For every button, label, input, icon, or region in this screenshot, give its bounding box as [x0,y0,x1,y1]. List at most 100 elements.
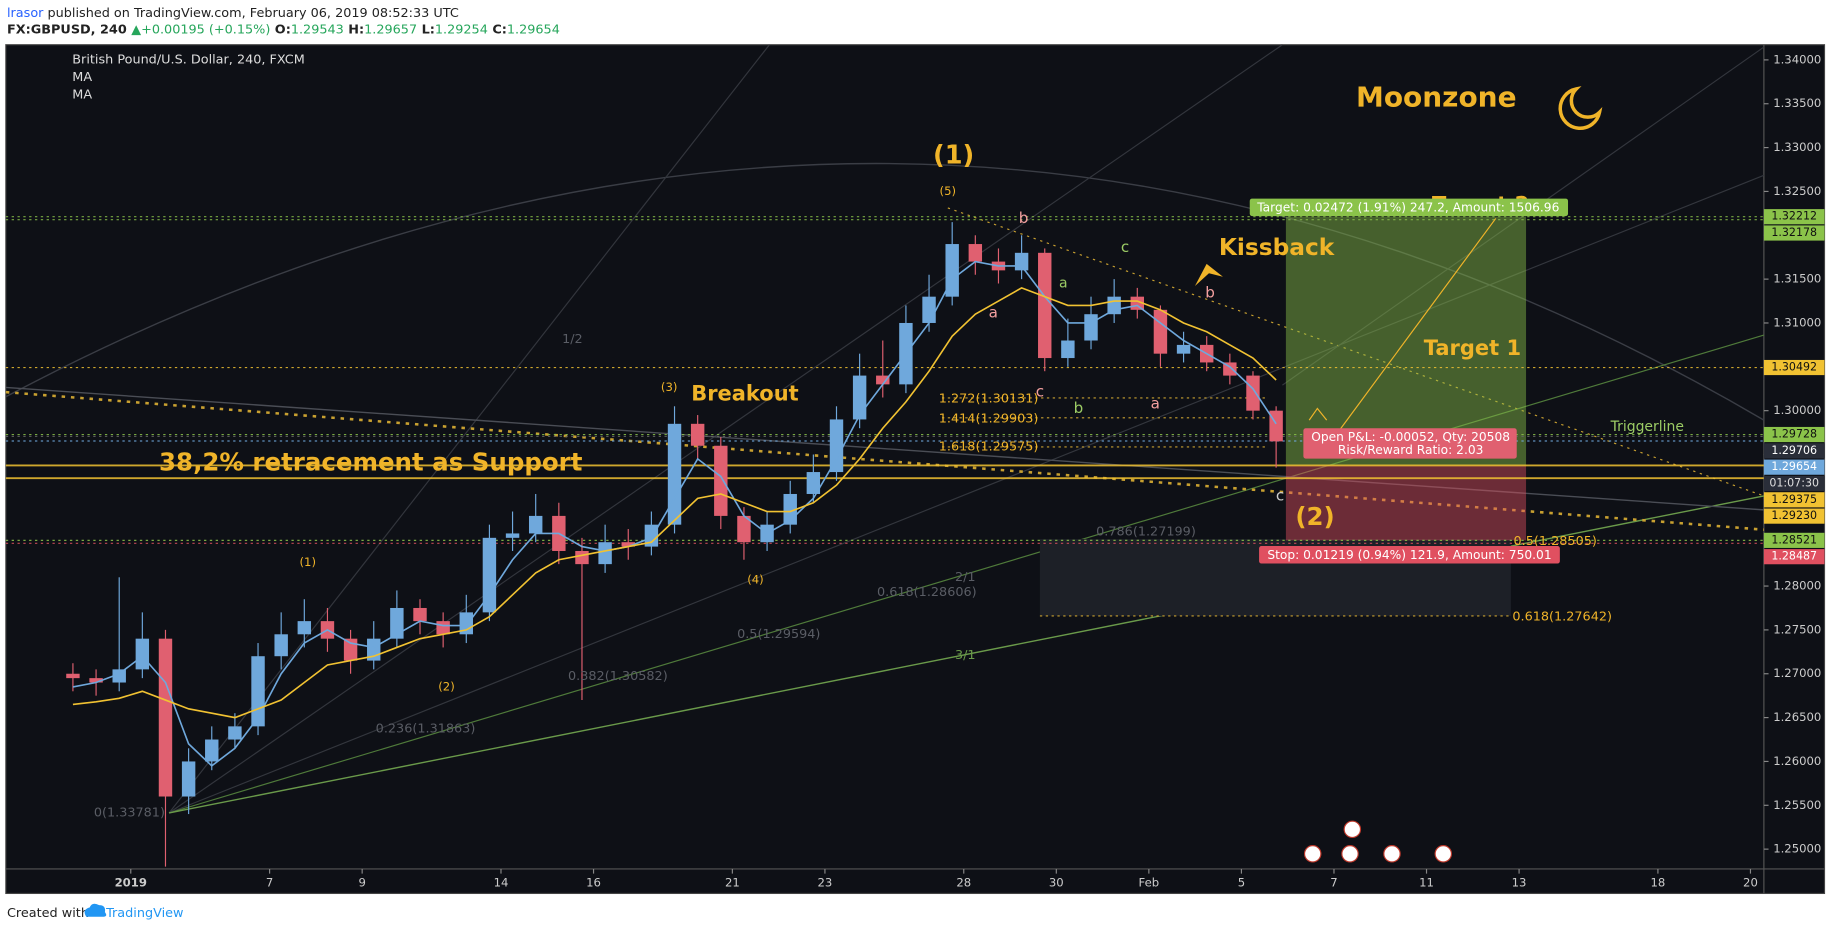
y-tick-label: 1.25500 [1773,798,1821,812]
annotation: 2/1 [955,570,976,585]
annotation: 0.236(1.31863) [376,722,476,737]
chart-frame [5,44,1826,895]
annotation: 38,2% retracement as Support [159,447,583,476]
legend-entry: MA [72,87,92,102]
target-arrow [1337,218,1497,433]
price-tag-label: 1.29375 [1771,493,1817,506]
candle-body [274,634,288,657]
annotation: a [1059,276,1068,292]
annotation: (1) [300,555,316,569]
candle-body [89,678,103,683]
annotation: 1/2 [562,332,583,347]
annotation: 0.382(1.30582) [568,669,668,684]
target-label-box [1249,198,1569,217]
candle-body [852,375,867,420]
y-tick-label: 1.28000 [1773,579,1821,593]
author[interactable]: lrasor [7,6,44,21]
candle-body [644,524,659,547]
y-tick-label: 1.33500 [1773,96,1821,110]
x-tick-label: 16 [586,875,601,889]
candle-body [482,537,497,613]
stop-label-box [1259,546,1560,564]
candle-body [1153,309,1168,354]
annotation: a [1151,394,1160,412]
candle-body [297,621,312,635]
annotation: 0(1.33781) [94,805,165,820]
candle-body [181,761,196,797]
y-tick-label: 1.31000 [1773,315,1821,329]
candle-body [829,419,844,473]
arc [5,162,1765,421]
candle-body [228,726,242,740]
annotation: Kissback [1219,234,1335,261]
x-tick-label: 21 [725,875,740,889]
price-tag-label: 1.30492 [1771,361,1817,374]
y-tick-label: 1.31500 [1773,272,1821,286]
ohlc-key: O: [275,22,291,37]
annotation: 1.414(1.29903) [939,411,1039,426]
annotation: 0.786(1.27199) [1096,525,1196,540]
ohlc-key: L: [422,22,435,37]
candle-body [621,542,635,547]
price-tag [1763,225,1825,241]
candle-body [1084,314,1098,341]
event-flag [1383,845,1401,863]
x-tick-label: 2019 [115,875,147,889]
annotation: (2) [1295,502,1334,531]
annotation: (2) [438,680,455,694]
candle-body [528,515,543,534]
published: published on TradingView.com, February 0… [48,6,459,21]
fan-line [168,174,1765,814]
symbol: FX:GBPUSD, 240 [7,22,127,37]
ohlc-value: 1.29543 [291,22,344,37]
annotation: c [1036,383,1044,401]
annotation: b [1205,284,1215,302]
annotation: c [1121,238,1129,256]
candle-body [505,533,520,538]
candle-body [876,375,890,385]
x-tick-label: 9 [358,875,365,889]
stop-label: Stop: 0.01219 (0.94%) 121.9, Amount: 750… [1267,548,1551,562]
price-tag-label: 1.32212 [1771,210,1817,223]
candle-body [390,607,404,639]
x-tick-label: 5 [1238,875,1245,889]
candle-body [1014,252,1029,271]
price-tag-label: 1.29728 [1771,428,1817,441]
x-tick-label: Feb [1139,875,1160,889]
arrow: ▲ [131,22,141,37]
candle-body [806,472,821,494]
price-tag-label: 1.29706 [1771,444,1817,457]
annotation: 0.5(1.28505) [1514,534,1597,549]
countdown: 01:07:30 [1769,476,1819,489]
annotation: c [1276,486,1284,504]
candle-body [598,542,612,565]
pnl-box [1303,428,1517,459]
annotation: Target 1 [1424,336,1521,360]
candle-body [575,550,589,565]
x-tick-label: 7 [1330,875,1337,889]
price-tag-label: 1.28487 [1771,550,1817,563]
annotation: 1.272(1.30131) [939,392,1039,407]
footer-brand[interactable]: TradingView [105,906,183,921]
price-tag-label: 1.29230 [1771,509,1817,522]
candle-body [413,607,427,622]
price-tag [1763,492,1825,508]
footer-created: Created with [7,906,89,921]
y-tick-label: 1.27000 [1773,666,1821,680]
price-tag [1763,532,1825,548]
annotation: b [1074,399,1084,417]
annotation: Moonzone [1356,80,1517,113]
price-tag-label: 1.28521 [1771,533,1817,546]
price-tag [1763,426,1825,443]
x-tick-label: 20 [1743,875,1758,889]
price-tag [1763,549,1825,565]
legend-entry: MA [72,70,92,85]
x-tick-label: 23 [818,875,833,889]
quote-line: FX:GBPUSD, 240 ▲+0.00195 (+0.15%) O:1.29… [7,22,560,37]
x-tick-label: 28 [956,875,971,889]
candle-body [1038,252,1052,359]
annotation: (3) [661,380,678,394]
change: +0.00195 (+0.15%) [141,22,270,37]
annotation: b [1019,209,1029,227]
